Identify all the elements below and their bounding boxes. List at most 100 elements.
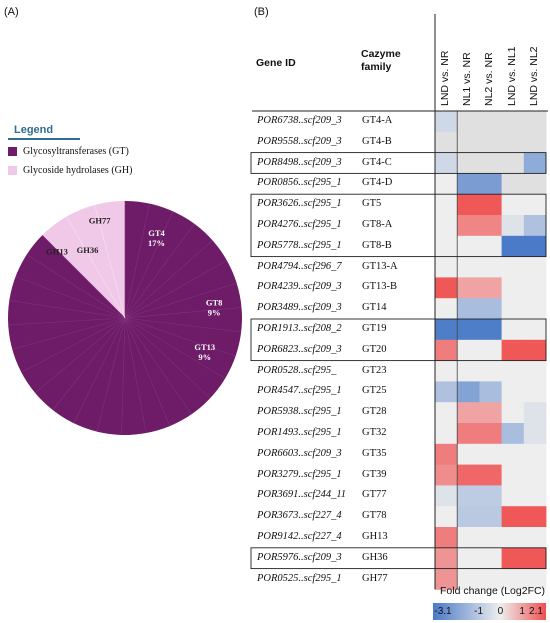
gene-id: POR3673..scf227_4 — [257, 510, 342, 522]
cazyme-family: GT32 — [362, 427, 387, 438]
cazyme-family: GT28 — [362, 406, 387, 418]
pie-divider — [124, 317, 236, 357]
heatmap-cell — [479, 527, 502, 549]
heatmap-cell — [457, 256, 480, 278]
heatmap-cell — [457, 235, 480, 257]
pie-divider — [15, 276, 126, 319]
heatmap-cell — [479, 423, 502, 445]
heatmap-cell — [479, 485, 502, 507]
heatmap-cell — [457, 277, 480, 299]
heatmap-cell — [501, 277, 525, 299]
column-header: NL1 vs. NR — [461, 52, 474, 106]
heatmap-cell — [501, 173, 525, 195]
heatmap-cell — [501, 568, 525, 590]
heatmap-cell — [457, 215, 480, 237]
heatmap-cell — [435, 423, 458, 445]
heatmap-cell — [435, 215, 458, 237]
gene-id: POR5938..scf295_1 — [257, 406, 342, 418]
colorbar-tick-label: 2.1 — [529, 606, 543, 617]
pie-divider — [52, 317, 126, 411]
heatmap-cell — [457, 402, 480, 424]
gene-id: POR0525..scf295_1 — [257, 572, 342, 584]
legend-item-gh: Glycoside hydrolases (GH) — [8, 165, 168, 176]
heatmap-cell — [457, 298, 480, 320]
pie-pct-gt4: 17% — [148, 238, 165, 248]
row-group-box — [250, 547, 547, 570]
pie-pct-gt13: 9% — [198, 352, 211, 362]
row-group-box — [250, 318, 547, 362]
gene-id: POR3691..scf244_11 — [257, 489, 347, 501]
heatmap-cell — [435, 319, 458, 341]
pie-divider — [124, 260, 228, 319]
heatmap-cell — [435, 506, 458, 528]
heatmap-cell — [479, 111, 502, 133]
cazyme-family: GT14 — [362, 302, 387, 314]
cazyme-family: GH36 — [362, 551, 388, 563]
heatmap-cell — [523, 527, 547, 549]
heatmap-cell — [457, 423, 480, 445]
colorbar-tick-label: 0 — [497, 606, 504, 617]
heatmap-cell — [523, 485, 547, 507]
heatmap-cell — [501, 298, 525, 320]
cazyme-family: GT19 — [362, 323, 387, 334]
pie-divider — [34, 317, 126, 394]
cazyme-family: GT20 — [362, 343, 387, 355]
pie-divider — [124, 317, 242, 333]
heatmap-cell — [501, 256, 525, 278]
heatmap-cell — [435, 360, 458, 382]
pie-divider — [124, 307, 242, 319]
heatmap-cell — [501, 381, 525, 403]
gene-id: POR3489..scf209_3 — [257, 302, 342, 314]
gene-id: POR1913..scf208_2 — [257, 323, 342, 334]
cazyme-family: GT25 — [362, 385, 387, 397]
heatmap-cell — [457, 131, 480, 153]
heatmap-cell — [435, 235, 458, 257]
cazyme-family: GT4-B — [362, 135, 392, 147]
heatmap-cell — [501, 527, 525, 549]
gene-id: POR6823..scf209_3 — [257, 343, 342, 355]
heatmap-cell — [435, 173, 458, 195]
gene-id: POR8498..scf209_3 — [257, 156, 342, 168]
pie-divider — [124, 317, 192, 415]
pie-label-gt8: GT8 — [206, 297, 223, 307]
pie-slice-gh — [42, 201, 125, 318]
heatmap-cell — [435, 443, 458, 465]
heatmap-cell — [435, 485, 458, 507]
colorbar-tick-label: -1 — [474, 606, 484, 617]
heatmap-cell — [523, 381, 547, 403]
cazyme-family: GT77 — [362, 489, 387, 501]
pie-label-gt13: GT13 — [194, 342, 215, 352]
pie-divider — [124, 317, 211, 399]
pie-divider — [66, 216, 126, 319]
heatmap-cell — [435, 527, 458, 549]
heatmap-cell — [457, 381, 480, 403]
heatmap-cell — [457, 173, 480, 195]
heatmap-cell — [523, 568, 547, 590]
heatmap-cell — [435, 298, 458, 320]
gene-id: POR4276..scf295_1 — [257, 219, 342, 230]
heatmap-cell — [435, 339, 458, 361]
heatmap-cell — [501, 215, 525, 237]
legend-label-gt: Glycosyltransferases (GT) — [23, 146, 129, 157]
heatmap-cell — [457, 527, 480, 549]
heatmap-cell — [523, 464, 547, 486]
gene-id: POR5778..scf295_1 — [257, 239, 342, 251]
heatmap-cell — [457, 506, 480, 528]
heatmap-cell — [479, 381, 502, 403]
cazyme-family: GT4-C — [362, 156, 392, 168]
heatmap-cell — [523, 402, 547, 424]
column-header: LND vs. NR — [439, 50, 451, 106]
heatmap-cell — [435, 464, 458, 486]
gene-id: POR6738..scf209_3 — [257, 115, 342, 126]
heatmap-cell — [479, 339, 502, 361]
legend: Legend Glycosyltransferases (GT) Glycosi… — [8, 124, 168, 176]
heatmap-cell — [523, 298, 547, 320]
cazyme-family: GT13-A — [362, 260, 398, 272]
legend-label-gh: Glycoside hydrolases (GH) — [23, 165, 133, 176]
heatmap-cell — [479, 152, 502, 174]
heatmap-cell — [523, 506, 547, 528]
heatmap-cell — [457, 339, 480, 361]
legend-swatch-gh — [8, 166, 17, 175]
pie-divider — [96, 317, 126, 432]
